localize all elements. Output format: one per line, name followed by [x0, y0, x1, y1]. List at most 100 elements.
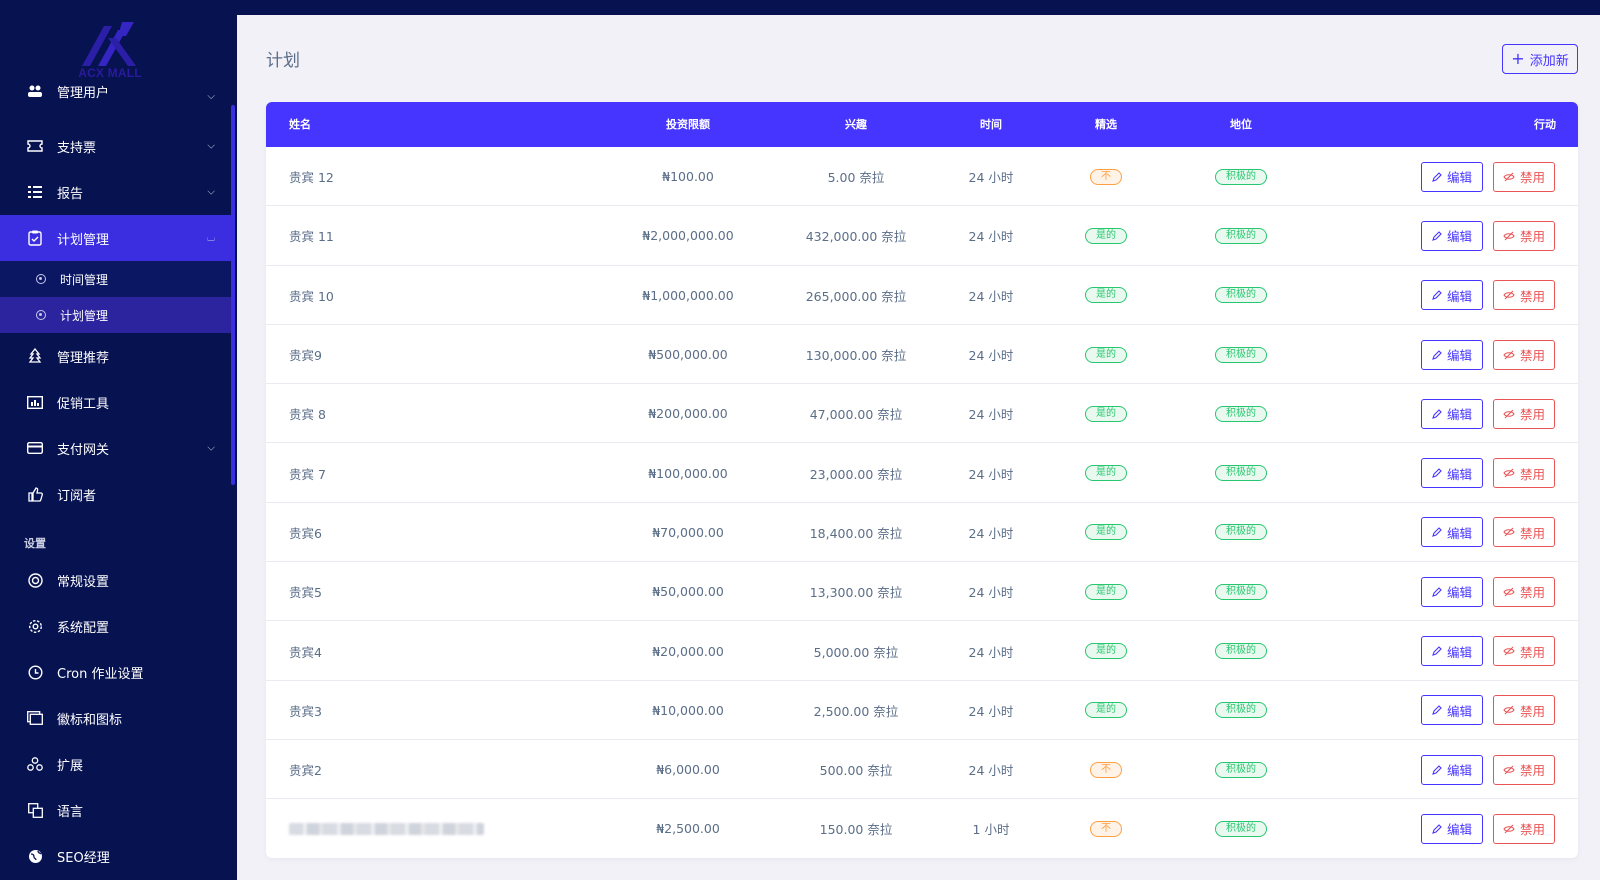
sidebar-item-system-config[interactable]: 系统配置	[0, 603, 231, 649]
table-row: 贵宾9 ₦500,000.00 130,000.00 奈拉 24 小时 是的 积极的 编辑 禁…	[266, 325, 1578, 385]
cell-featured: 是的	[1061, 562, 1151, 621]
disable-button[interactable]: 禁用	[1493, 280, 1555, 311]
cell-actions: 编辑 禁用	[1411, 443, 1555, 502]
lifebuoy-icon	[26, 571, 44, 589]
cell-time: 24 小时	[968, 466, 1014, 482]
edit-label: 编辑	[1446, 703, 1472, 719]
table-row: 贵宾 7 ₦100,000.00 23,000.00 奈拉 24 小时 是的 积极的 编辑 禁…	[266, 443, 1578, 503]
header-interest: 兴趣	[845, 118, 867, 131]
edit-label: 编辑	[1446, 585, 1472, 601]
disable-label: 禁用	[1519, 822, 1545, 838]
sidebar-item-referrals[interactable]: 管理推荐	[0, 333, 231, 379]
disable-button[interactable]: 禁用	[1493, 339, 1555, 370]
edit-button[interactable]: 编辑	[1421, 280, 1483, 311]
cell-status: 积极的	[1186, 325, 1296, 384]
sidebar-item-label: 订阅者	[57, 488, 97, 504]
featured-badge: 不	[1090, 820, 1122, 837]
sidebar-item-seo[interactable]: SEO经理	[0, 833, 231, 879]
sidebar-item-general-settings[interactable]: 常规设置	[0, 557, 231, 603]
cell-time: 24 小时	[968, 170, 1014, 186]
disable-button[interactable]: 禁用	[1493, 636, 1555, 667]
sidebar-subitem-label: 时间管理	[60, 272, 109, 287]
cell-limit: ₦100,000.00	[648, 465, 728, 481]
eye-slash-icon	[1503, 824, 1515, 834]
ticket-icon	[26, 137, 44, 155]
disable-button[interactable]: 禁用	[1493, 398, 1555, 429]
language-icon	[26, 801, 44, 819]
thumbs-up-icon	[26, 485, 44, 503]
sidebar-item-tickets[interactable]: 支持票 ⌵	[0, 123, 231, 169]
sidebar-item-logo-favicon[interactable]: 徽标和图标	[0, 695, 231, 741]
disable-button[interactable]: 禁用	[1493, 754, 1555, 785]
sidebar-item-promotion[interactable]: 促销工具	[0, 379, 231, 425]
edit-button[interactable]: 编辑	[1421, 813, 1483, 844]
cell-time: 24 小时	[968, 288, 1014, 304]
disable-button[interactable]: 禁用	[1493, 517, 1555, 548]
edit-button[interactable]: 编辑	[1421, 636, 1483, 667]
sidebar-item-users[interactable]: 管理用户 ⌵	[0, 83, 231, 123]
sidebar-subitem-time-management[interactable]: 时间管理	[0, 261, 231, 297]
table-row: 贵宾2 ₦6,000.00 500.00 奈拉 24 小时 不 积极的 编辑 禁用	[266, 740, 1578, 800]
cell-featured: 是的	[1061, 443, 1151, 502]
status-badge: 积极的	[1215, 287, 1267, 304]
sidebar-subitem-plan-management[interactable]: 计划管理	[0, 297, 231, 333]
sidebar-item-subscribers[interactable]: 订阅者	[0, 471, 231, 517]
disable-button[interactable]: 禁用	[1493, 576, 1555, 607]
edit-button[interactable]: 编辑	[1421, 398, 1483, 429]
table-row: 贵宾 8 ₦200,000.00 47,000.00 奈拉 24 小时 是的 积极的 编辑 禁…	[266, 384, 1578, 444]
disable-button[interactable]: 禁用	[1493, 220, 1555, 251]
sidebar-item-label: 支持票	[57, 140, 97, 156]
featured-badge: 是的	[1085, 583, 1127, 600]
sidebar-item-label: Cron 作业设置	[57, 666, 144, 682]
cell-name: 贵宾4	[289, 644, 322, 660]
cell-limit: ₦20,000.00	[652, 643, 724, 659]
sidebar-item-reports[interactable]: 报告 ⌵	[0, 169, 231, 215]
edit-button[interactable]: 编辑	[1421, 517, 1483, 548]
circle-dot-icon	[36, 310, 46, 320]
globe-icon	[26, 847, 44, 865]
sidebar-item-cron-settings[interactable]: Cron 作业设置	[0, 649, 231, 695]
cell-time: 24 小时	[968, 348, 1014, 364]
status-badge: 积极的	[1215, 168, 1267, 185]
cell-interest: 5,000.00 奈拉	[813, 644, 899, 660]
cell-name: 贵宾2	[289, 763, 322, 779]
edit-button[interactable]: 编辑	[1421, 161, 1483, 192]
eye-slash-icon	[1503, 231, 1515, 241]
pencil-icon	[1432, 409, 1442, 419]
edit-button[interactable]: 编辑	[1421, 695, 1483, 726]
users-icon	[26, 83, 44, 100]
disable-button[interactable]: 禁用	[1493, 458, 1555, 489]
sidebar-item-payment-gateways[interactable]: 支付网关 ⌵	[0, 425, 231, 471]
edit-button[interactable]: 编辑	[1421, 754, 1483, 785]
edit-button[interactable]: 编辑	[1421, 576, 1483, 607]
sidebar-item-label: 管理推荐	[57, 350, 110, 366]
sidebar-item-language[interactable]: 语言	[0, 787, 231, 833]
add-new-button[interactable]: + 添加新	[1502, 44, 1578, 74]
cell-name: 贵宾 10	[289, 288, 334, 304]
edit-button[interactable]: 编辑	[1421, 458, 1483, 489]
edit-button[interactable]: 编辑	[1421, 339, 1483, 370]
cell-status: 积极的	[1186, 384, 1296, 443]
sidebar-item-plan-management[interactable]: 计划管理 ⌴	[0, 215, 231, 261]
cell-interest: 47,000.00 奈拉	[809, 407, 903, 423]
edit-button[interactable]: 编辑	[1421, 220, 1483, 251]
disable-button[interactable]: 禁用	[1493, 161, 1555, 192]
pencil-icon	[1432, 824, 1442, 834]
header-status: 地位	[1230, 118, 1252, 131]
sidebar-item-extensions[interactable]: 扩展	[0, 741, 231, 787]
cell-time: 24 小时	[968, 703, 1014, 719]
brand-name: ACX MALL	[78, 66, 142, 80]
cell-actions: 编辑 禁用	[1411, 206, 1555, 265]
cell-actions: 编辑 禁用	[1411, 799, 1555, 858]
cell-featured: 不	[1061, 147, 1151, 206]
eye-slash-icon	[1503, 290, 1515, 300]
list-icon	[26, 183, 44, 201]
header-time: 时间	[980, 118, 1002, 131]
cell-featured: 是的	[1061, 681, 1151, 740]
sidebar-scrollbar[interactable]	[231, 105, 235, 485]
brand-logo[interactable]: ACX MALL	[70, 18, 150, 82]
disable-button[interactable]: 禁用	[1493, 813, 1555, 844]
disable-button[interactable]: 禁用	[1493, 695, 1555, 726]
disable-label: 禁用	[1519, 644, 1545, 660]
sidebar-item-label: 支付网关	[57, 442, 110, 458]
